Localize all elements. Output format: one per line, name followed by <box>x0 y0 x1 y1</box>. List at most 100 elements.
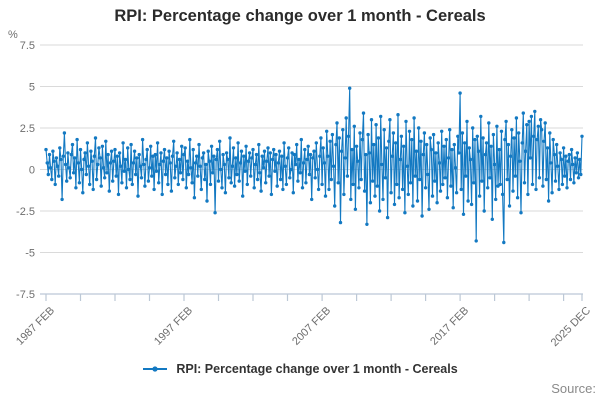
series-point[interactable] <box>458 91 462 95</box>
series-point[interactable] <box>366 132 370 137</box>
series-point[interactable] <box>197 142 201 147</box>
series-point[interactable] <box>146 179 151 183</box>
series-point[interactable] <box>293 162 298 167</box>
series-point[interactable] <box>313 176 317 180</box>
series-point[interactable] <box>228 136 232 140</box>
series-point[interactable] <box>457 151 461 155</box>
series-point[interactable] <box>142 162 146 167</box>
series-point[interactable] <box>415 199 420 203</box>
series-point[interactable] <box>394 141 398 145</box>
legend-item[interactable]: RPI: Percentage change over 1 month - Ce… <box>0 362 600 376</box>
series-point[interactable] <box>211 171 215 175</box>
series-point[interactable] <box>359 177 363 182</box>
series-point[interactable] <box>542 139 546 143</box>
series-point[interactable] <box>497 147 501 152</box>
series-point[interactable] <box>397 196 401 200</box>
series-point[interactable] <box>280 154 284 158</box>
series-point[interactable] <box>147 166 152 170</box>
series-point[interactable] <box>255 177 260 182</box>
series-point[interactable] <box>460 131 465 135</box>
series-point[interactable] <box>449 184 453 188</box>
series-point[interactable] <box>174 164 178 168</box>
series-point[interactable] <box>94 177 99 182</box>
series-point[interactable] <box>442 144 446 148</box>
series-point[interactable] <box>343 156 347 160</box>
series-point[interactable] <box>245 182 249 187</box>
series-point[interactable] <box>227 176 231 180</box>
series-point[interactable] <box>127 167 131 172</box>
series-point[interactable] <box>281 187 285 192</box>
series-point[interactable] <box>428 136 432 140</box>
series-point[interactable] <box>145 147 149 152</box>
series-point[interactable] <box>208 182 213 187</box>
series-point[interactable] <box>571 162 575 167</box>
series-point[interactable] <box>238 161 243 165</box>
series-point[interactable] <box>305 157 309 162</box>
series-point[interactable] <box>490 217 494 221</box>
series-point[interactable] <box>374 123 378 127</box>
series-point[interactable] <box>115 154 120 158</box>
series-point[interactable] <box>282 141 286 145</box>
series-point[interactable] <box>247 151 252 155</box>
series-point[interactable] <box>472 181 476 185</box>
series-point[interactable] <box>381 197 385 202</box>
series-point[interactable] <box>274 152 278 157</box>
series-point[interactable] <box>404 119 408 124</box>
series-point[interactable] <box>402 144 406 148</box>
series-point[interactable] <box>304 181 308 185</box>
series-point[interactable] <box>579 172 583 177</box>
series-point[interactable] <box>159 151 163 155</box>
series-point[interactable] <box>99 184 103 188</box>
series-point[interactable] <box>201 151 206 155</box>
series-point[interactable] <box>373 194 377 198</box>
series-point[interactable] <box>492 162 497 167</box>
series-point[interactable] <box>207 159 211 163</box>
series-point[interactable] <box>111 179 115 183</box>
series-point[interactable] <box>232 184 237 188</box>
series-point[interactable] <box>169 189 174 193</box>
series-point[interactable] <box>385 215 390 220</box>
series-point[interactable] <box>540 128 544 132</box>
series-point[interactable] <box>83 151 87 155</box>
series-line[interactable] <box>45 87 583 244</box>
series-point[interactable] <box>65 179 69 183</box>
series-point[interactable] <box>578 157 582 162</box>
series-point[interactable] <box>58 146 62 150</box>
series-point[interactable] <box>410 137 414 142</box>
series-point[interactable] <box>128 177 132 182</box>
series-point[interactable] <box>574 171 578 175</box>
series-point[interactable] <box>422 131 427 135</box>
series-point[interactable] <box>250 156 254 160</box>
series-point[interactable] <box>463 141 467 145</box>
series-point[interactable] <box>461 212 466 216</box>
series-point[interactable] <box>61 154 65 158</box>
series-point[interactable] <box>85 141 90 145</box>
series-point[interactable] <box>172 139 176 143</box>
series-point[interactable] <box>399 134 404 138</box>
series-point[interactable] <box>277 149 282 153</box>
series-point[interactable] <box>244 144 248 148</box>
series-point[interactable] <box>237 179 241 183</box>
series-point[interactable] <box>276 161 280 165</box>
series-point[interactable] <box>549 161 553 165</box>
series-point[interactable] <box>390 154 394 158</box>
series-point[interactable] <box>530 182 535 187</box>
series-point[interactable] <box>168 161 172 165</box>
series-point[interactable] <box>396 113 400 117</box>
series-point[interactable] <box>522 181 527 185</box>
series-point[interactable] <box>257 142 261 147</box>
series-point[interactable] <box>440 129 444 133</box>
series-point[interactable] <box>452 142 456 147</box>
series-point[interactable] <box>426 172 430 177</box>
series-point[interactable] <box>119 164 123 168</box>
series-point[interactable] <box>75 137 79 142</box>
series-point[interactable] <box>230 164 234 168</box>
series-point[interactable] <box>361 111 366 115</box>
series-point[interactable] <box>369 118 374 122</box>
series-point[interactable] <box>519 211 523 215</box>
series-point[interactable] <box>491 132 496 137</box>
series-point[interactable] <box>341 128 345 132</box>
series-point[interactable] <box>429 147 433 152</box>
series-point[interactable] <box>535 137 539 142</box>
series-point[interactable] <box>199 187 203 192</box>
